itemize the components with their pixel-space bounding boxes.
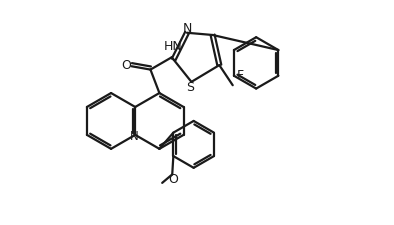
Text: O: O (168, 172, 178, 185)
Text: O: O (121, 59, 131, 72)
Text: HN: HN (164, 40, 182, 53)
Text: F: F (237, 69, 244, 82)
Text: S: S (186, 81, 194, 94)
Text: N: N (130, 129, 138, 142)
Text: N: N (183, 22, 192, 35)
